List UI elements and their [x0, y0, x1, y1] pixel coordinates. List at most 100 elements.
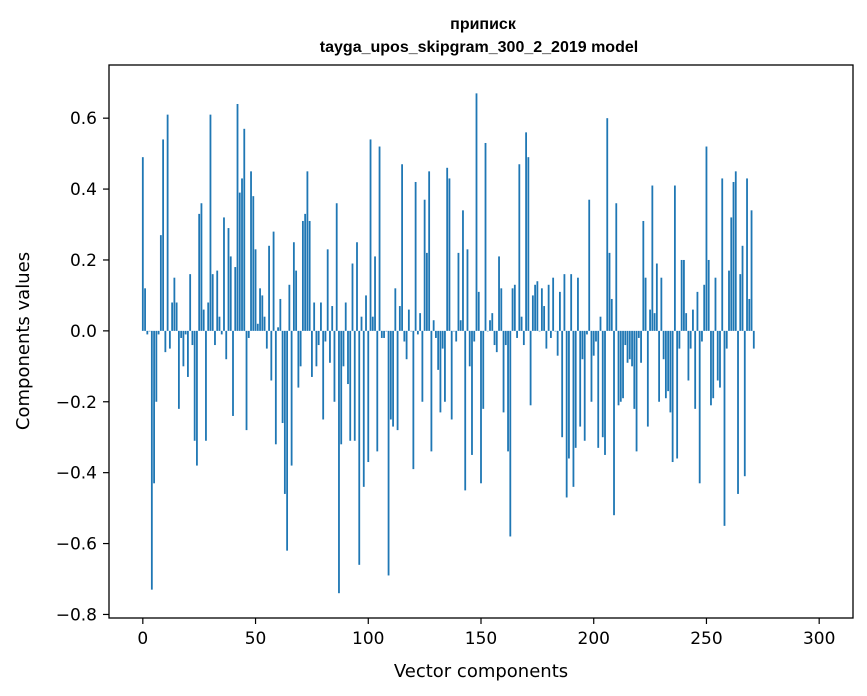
bar [574, 330, 577, 448]
x-tick-label: 200 [578, 629, 610, 649]
bar [184, 330, 187, 335]
bar [148, 330, 151, 332]
bar [173, 277, 176, 331]
bar [538, 330, 541, 332]
bar [547, 284, 550, 331]
bar [378, 146, 381, 331]
bar [615, 203, 618, 331]
bar [180, 330, 183, 338]
bar [622, 330, 624, 399]
bar [238, 192, 241, 331]
bar [288, 284, 291, 331]
bar [707, 259, 710, 331]
bar [552, 277, 555, 331]
bar [683, 259, 685, 331]
bar [667, 330, 670, 392]
bar [712, 330, 715, 399]
bar [419, 313, 422, 331]
bar [387, 330, 390, 576]
bar [577, 277, 579, 331]
bar [734, 171, 737, 331]
bar [635, 330, 638, 452]
bar [430, 330, 433, 452]
bar [385, 330, 388, 332]
bar [468, 330, 471, 367]
bar [274, 330, 277, 445]
bar [234, 267, 237, 331]
bar [475, 93, 478, 331]
bar [398, 306, 401, 331]
bar [477, 291, 480, 331]
bar [464, 330, 467, 491]
bar [394, 288, 397, 331]
bar [360, 316, 363, 331]
bar [613, 330, 615, 516]
bar [685, 313, 688, 331]
bar [628, 330, 631, 360]
bar [689, 330, 692, 349]
bar [534, 284, 537, 331]
bar [746, 178, 748, 331]
y-tick-label: −0.2 [56, 393, 97, 413]
bar [315, 330, 318, 367]
bar [168, 330, 171, 349]
bar [259, 288, 261, 331]
bar [680, 259, 683, 331]
bar [157, 330, 160, 335]
bar [159, 235, 162, 331]
bar [486, 330, 489, 332]
bar [175, 302, 178, 331]
bar [588, 199, 591, 331]
bar [624, 330, 627, 346]
bar [559, 291, 561, 331]
bar [743, 330, 746, 477]
bar [144, 288, 146, 331]
bar [414, 181, 417, 331]
bar [473, 330, 476, 342]
bar [642, 220, 645, 331]
bar [568, 330, 570, 459]
bar [653, 313, 656, 331]
bar [198, 213, 201, 331]
bar [581, 330, 584, 360]
bar [245, 330, 248, 431]
bar [166, 114, 169, 331]
bar [347, 330, 349, 385]
bar [462, 210, 464, 331]
y-tick-label: −0.8 [56, 605, 97, 625]
bar [155, 330, 158, 402]
bar [256, 323, 259, 331]
x-axis-ticks: 0 50 100 150 200 250 300 [137, 618, 835, 649]
bar [141, 157, 144, 331]
y-axis-ticks: −0.8 −0.6 −0.4 −0.2 0.0 0.2 0.4 0.6 [56, 109, 109, 625]
y-tick-label: 0.4 [70, 180, 97, 200]
bar [590, 330, 593, 402]
bar [540, 288, 543, 331]
bar [340, 330, 343, 445]
y-tick-label: 0.0 [70, 322, 97, 342]
bar [333, 330, 336, 402]
x-tick-label: 250 [690, 629, 722, 649]
bar [412, 330, 415, 470]
x-tick-label: 50 [245, 629, 267, 649]
bar [383, 330, 385, 338]
bar [356, 242, 358, 331]
bar [563, 274, 566, 331]
bar [252, 196, 255, 331]
bar [739, 274, 742, 331]
bar [205, 330, 207, 441]
bar [401, 164, 403, 331]
bar [646, 330, 649, 427]
bar [631, 330, 633, 367]
bar [320, 302, 322, 331]
bar [322, 330, 325, 420]
bar [369, 139, 372, 331]
bar [660, 277, 663, 331]
bar [529, 330, 532, 406]
bar [283, 330, 286, 494]
bar [243, 128, 246, 331]
bar [703, 284, 706, 331]
bar [189, 274, 192, 331]
